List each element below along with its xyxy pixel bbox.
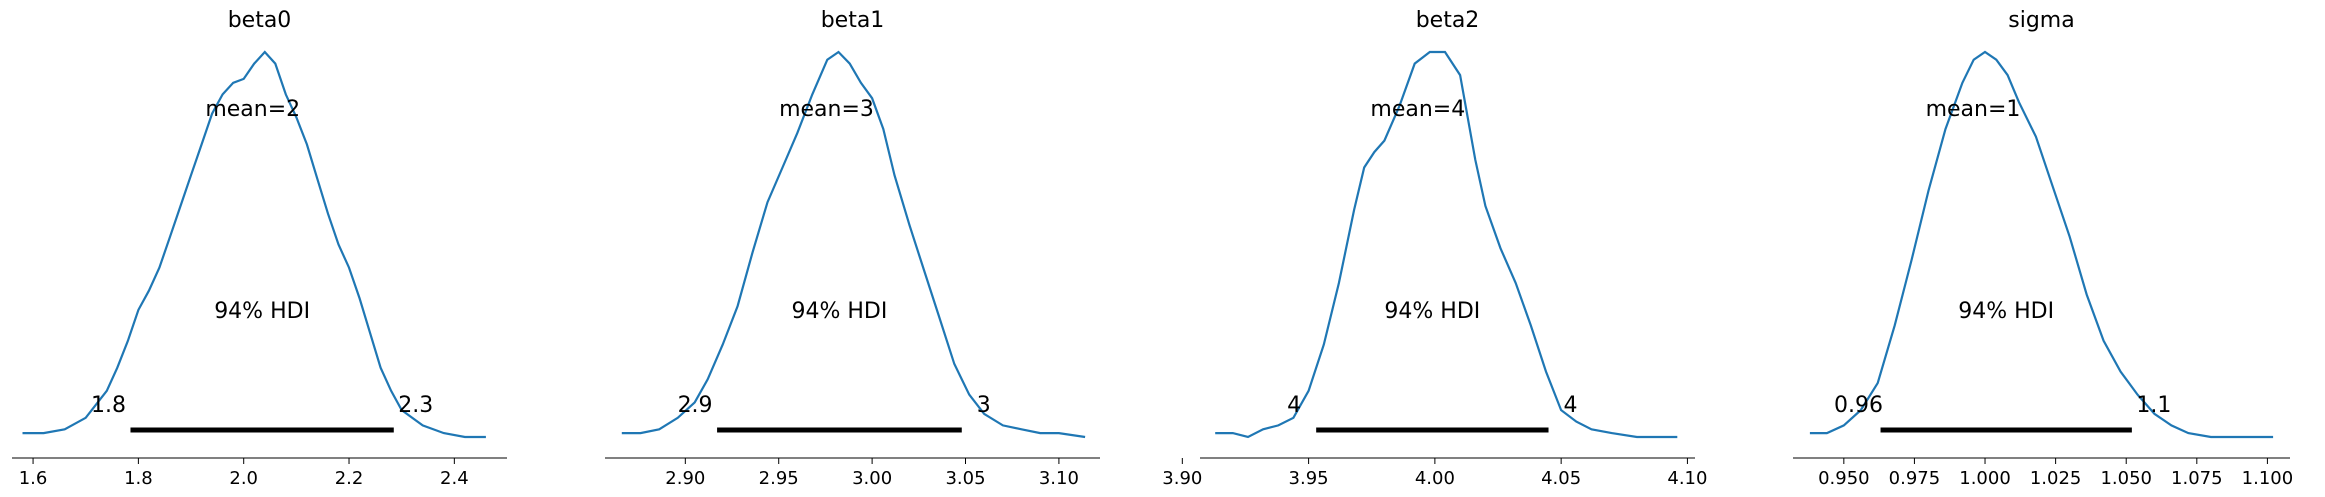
mean-label: mean=1 bbox=[1926, 97, 2021, 122]
density-line bbox=[22, 50, 486, 439]
panel-title: beta1 bbox=[821, 8, 885, 33]
x-tick-label: 2.0 bbox=[229, 468, 258, 489]
mean-label: mean=2 bbox=[205, 97, 300, 122]
hdi-high-label: 3 bbox=[977, 393, 991, 418]
x-tick-label: 2.90 bbox=[665, 468, 705, 489]
hdi-label: 94% HDI bbox=[791, 299, 887, 324]
x-tick-label: 0.950 bbox=[1818, 468, 1870, 489]
panel-title: beta2 bbox=[1416, 8, 1480, 33]
x-tick-label: 0.975 bbox=[1889, 468, 1941, 489]
hdi-low-label: 4 bbox=[1287, 393, 1301, 418]
x-tick-label: 3.00 bbox=[852, 468, 892, 489]
x-tick-label: 1.6 bbox=[19, 468, 48, 489]
x-tick-label: 1.050 bbox=[2100, 468, 2152, 489]
x-tick-label: 4.00 bbox=[1415, 468, 1455, 489]
density-line bbox=[1809, 50, 2274, 439]
x-tick-label: 2.2 bbox=[335, 468, 364, 489]
panel-title: beta0 bbox=[228, 8, 292, 33]
panel-title: sigma bbox=[2008, 8, 2074, 33]
x-tick-label: 1.100 bbox=[2242, 468, 2294, 489]
hdi-low-label: 0.96 bbox=[1834, 393, 1883, 418]
mean-label: mean=4 bbox=[1370, 97, 1465, 122]
x-tick-label: 3.95 bbox=[1289, 468, 1329, 489]
x-tick-label: 2.4 bbox=[440, 468, 469, 489]
hdi-high-label: 2.3 bbox=[398, 393, 433, 418]
x-tick-label: 1.000 bbox=[1959, 468, 2011, 489]
panel-beta0: beta0 mean=2 94% HDI 1.8 2.3 1.6 1.8 2.0 2.2 2.4 bbox=[12, 8, 507, 489]
hdi-low-label: 1.8 bbox=[91, 393, 126, 418]
x-tick-label: 1.025 bbox=[2030, 468, 2082, 489]
panel-sigma: sigma mean=1 94% HDI 0.96 1.1 0.950 0.975 1.000… bbox=[1793, 8, 2293, 489]
x-tick-label: 3.05 bbox=[945, 468, 985, 489]
panel-beta1: beta1 mean=3 94% HDI 2.9 3 2.90 2.95 3.00 3.05 3.… bbox=[605, 8, 1100, 489]
x-tick-label: 1.8 bbox=[124, 468, 153, 489]
panel-beta2: beta2 mean=4 94% HDI 4 4 3.90 3.95 4.00 4.05 4.10 bbox=[1162, 8, 1707, 489]
hdi-label: 94% HDI bbox=[1384, 299, 1480, 324]
x-tick-label: 2.95 bbox=[759, 468, 799, 489]
hdi-label: 94% HDI bbox=[214, 299, 310, 324]
x-tick-label: 4.10 bbox=[1667, 468, 1707, 489]
hdi-high-label: 4 bbox=[1564, 393, 1578, 418]
hdi-label: 94% HDI bbox=[1958, 299, 2054, 324]
x-tick-label: 4.05 bbox=[1541, 468, 1581, 489]
hdi-high-label: 1.1 bbox=[2136, 393, 2171, 418]
density-line bbox=[1215, 50, 1678, 439]
mean-label: mean=3 bbox=[779, 97, 874, 122]
x-tick-label: 1.075 bbox=[2171, 468, 2223, 489]
hdi-low-label: 2.9 bbox=[678, 393, 713, 418]
density-line bbox=[621, 50, 1086, 439]
x-tick-label: 3.90 bbox=[1162, 468, 1202, 489]
x-tick-label: 3.10 bbox=[1039, 468, 1079, 489]
